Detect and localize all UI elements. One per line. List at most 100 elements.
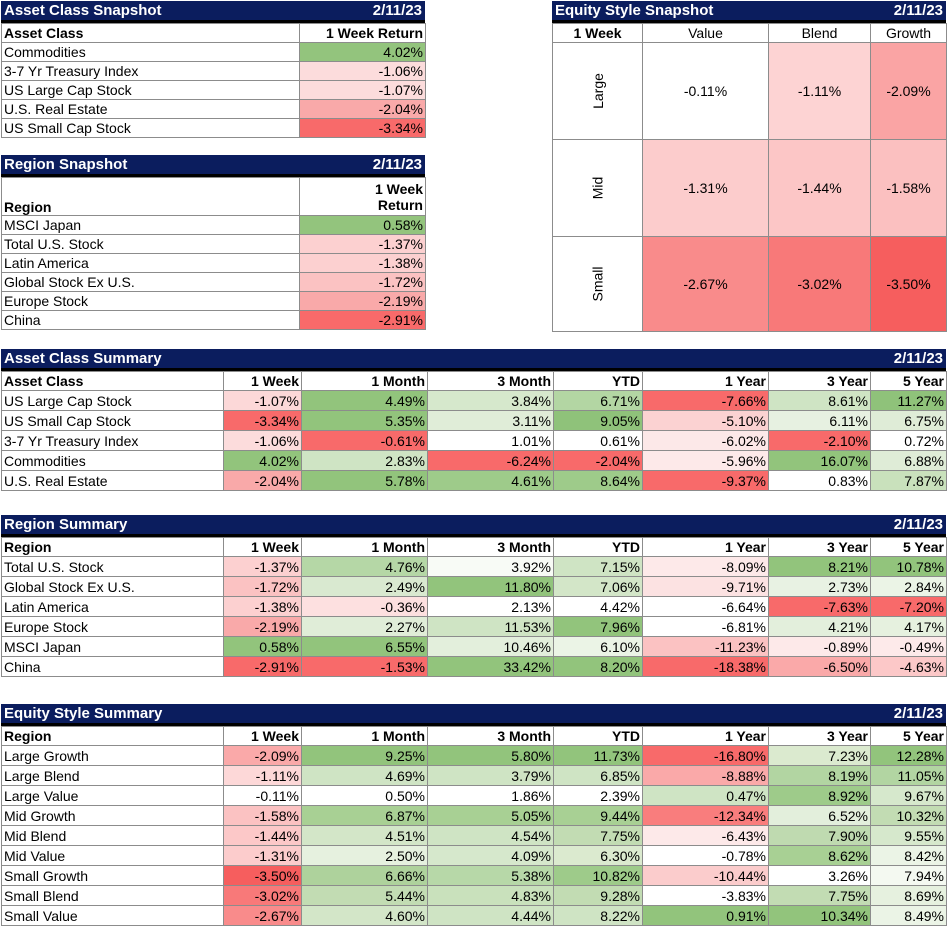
row-value: -1.72% xyxy=(223,576,302,597)
grid-cell: -3.02% xyxy=(768,236,871,332)
row-value: 4.49% xyxy=(301,390,428,411)
col-header: Region xyxy=(1,537,224,557)
row-value: 1.01% xyxy=(427,430,554,451)
table-row: U.S. Real Estate -2.04% 5.78% 4.61% 8.64% -9.… xyxy=(1,470,947,491)
row-value: 4.44% xyxy=(427,905,554,926)
row-value: 0.50% xyxy=(301,785,428,806)
col-header: 1 Week xyxy=(223,726,302,746)
row-value: 0.58% xyxy=(299,215,426,235)
row-value: -2.04% xyxy=(299,99,426,119)
equity-summary-title: Equity Style Summary xyxy=(4,705,163,722)
grid-cell: -1.31% xyxy=(642,139,769,237)
table-row: Total U.S. Stock -1.37% 4.76% 3.92% 7.15% -8.… xyxy=(1,556,947,577)
header-row: Region 1 Week 1 Month 3 Month YTD 1 Year 3 Yea… xyxy=(1,726,947,746)
row-value: -2.19% xyxy=(223,616,302,637)
row-label: Commodities xyxy=(1,450,224,471)
row-value: 4.09% xyxy=(427,845,554,866)
row-label: Small Growth xyxy=(1,865,224,886)
table-row: Global Stock Ex U.S. -1.72% 2.49% 11.80% 7.0… xyxy=(1,576,947,597)
table-row: MSCI Japan 0.58% xyxy=(1,215,426,235)
row-value: -5.10% xyxy=(642,410,769,431)
row-value: 2.84% xyxy=(870,576,947,597)
grid-corner-label: 1 Week xyxy=(552,23,643,43)
region-summary-table: Region 1 Week 1 Month 3 Month YTD 1 Year 3 Yea… xyxy=(1,537,947,677)
col-header: 3 Month xyxy=(427,371,554,391)
col-header: 3 Year xyxy=(768,371,871,391)
grid-col-value: Value xyxy=(642,23,769,43)
col-header: 1 Week xyxy=(223,537,302,557)
row-value: 9.44% xyxy=(553,805,643,826)
row-value: 8.49% xyxy=(870,905,947,926)
grid-cell: -1.58% xyxy=(870,139,947,237)
grid-cell: -1.11% xyxy=(768,42,871,140)
row-label: China xyxy=(1,310,300,330)
equity-snapshot-grid: 1 Week Value Blend Growth Large -0.11% -1.… xyxy=(552,23,947,332)
row-label: Europe Stock xyxy=(1,616,224,637)
row-label: Global Stock Ex U.S. xyxy=(1,576,224,597)
table-row: U.S. Real Estate -2.04% xyxy=(1,99,426,119)
row-value: 6.75% xyxy=(870,410,947,431)
region-summary: Region Summary 2/11/23 Region 1 Week 1 Mon… xyxy=(1,515,947,677)
asset-summary-date: 2/11/23 xyxy=(893,350,943,367)
row-value: 6.52% xyxy=(768,805,871,826)
row-value: -7.20% xyxy=(870,596,947,617)
table-row: Large Value -0.11% 0.50% 1.86% 2.39% 0.47% 8.9… xyxy=(1,785,947,806)
row-value: 8.62% xyxy=(768,845,871,866)
row-value: 10.34% xyxy=(768,905,871,926)
row-value: 3.79% xyxy=(427,765,554,786)
col-header: 5 Year xyxy=(870,537,947,557)
row-value: 8.61% xyxy=(768,390,871,411)
table-row: Total U.S. Stock -1.37% xyxy=(1,234,426,254)
row-value: -6.50% xyxy=(768,656,871,677)
header-row: Region 1 Week 1 Month 3 Month YTD 1 Year 3 Yea… xyxy=(1,537,947,557)
row-label: China xyxy=(1,656,224,677)
col-header: 3 Month xyxy=(427,537,554,557)
grid-row-label: Small xyxy=(552,236,643,332)
grid-cell: -2.67% xyxy=(642,236,769,332)
row-value: 2.50% xyxy=(301,845,428,866)
table-row: Mid Blend -1.44% 4.51% 4.54% 7.75% -6.43% 7.90… xyxy=(1,825,947,846)
row-value: 3.84% xyxy=(427,390,554,411)
table-row: US Small Cap Stock -3.34% 5.35% 3.11% 9.05% -… xyxy=(1,410,947,431)
row-value: -0.36% xyxy=(301,596,428,617)
row-value: -2.91% xyxy=(299,310,426,330)
row-value: 11.80% xyxy=(427,576,554,597)
row-value: -1.06% xyxy=(223,430,302,451)
row-label: 3-7 Yr Treasury Index xyxy=(1,430,224,451)
table-row: Small Growth -3.50% 6.66% 5.38% 10.82% -10.44… xyxy=(1,865,947,886)
row-value: 5.80% xyxy=(427,745,554,766)
row-value: 3.26% xyxy=(768,865,871,886)
row-value: -6.24% xyxy=(427,450,554,471)
row-value: 10.32% xyxy=(870,805,947,826)
row-value: 6.11% xyxy=(768,410,871,431)
row-value: 7.90% xyxy=(768,825,871,846)
equity-style-snapshot: Equity Style Snapshot 2/11/23 1 Week Val… xyxy=(552,1,947,332)
row-value: 9.55% xyxy=(870,825,947,846)
row-label: U.S. Real Estate xyxy=(1,99,300,119)
row-label: US Small Cap Stock xyxy=(1,410,224,431)
row-label: MSCI Japan xyxy=(1,215,300,235)
row-value: 2.49% xyxy=(301,576,428,597)
row-value: 7.94% xyxy=(870,865,947,886)
row-label: Global Stock Ex U.S. xyxy=(1,272,300,292)
asset-summary-table: Asset Class 1 Week 1 Month 3 Month YTD 1 Year… xyxy=(1,371,947,491)
row-value: 6.30% xyxy=(553,845,643,866)
row-value: -0.11% xyxy=(223,785,302,806)
col-header: 1 Year xyxy=(642,371,769,391)
row-value: -3.34% xyxy=(223,410,302,431)
row-value: -1.37% xyxy=(299,234,426,254)
row-value: 8.19% xyxy=(768,765,871,786)
row-value: 0.83% xyxy=(768,470,871,491)
region-summary-title: Region Summary xyxy=(4,516,128,533)
row-value: 6.55% xyxy=(301,636,428,657)
grid-row: Large -0.11% -1.11% -2.09% xyxy=(552,42,947,140)
col-header: YTD xyxy=(553,537,643,557)
row-label: Latin America xyxy=(1,253,300,273)
col-header: YTD xyxy=(553,726,643,746)
row-value: 7.23% xyxy=(768,745,871,766)
row-label: Mid Value xyxy=(1,845,224,866)
col-header-line1: 1 Week xyxy=(375,180,423,197)
table-row: Commodities 4.02% 2.83% -6.24% -2.04% -5.96% 1… xyxy=(1,450,947,471)
row-value: -5.96% xyxy=(642,450,769,471)
row-value: 7.15% xyxy=(553,556,643,577)
